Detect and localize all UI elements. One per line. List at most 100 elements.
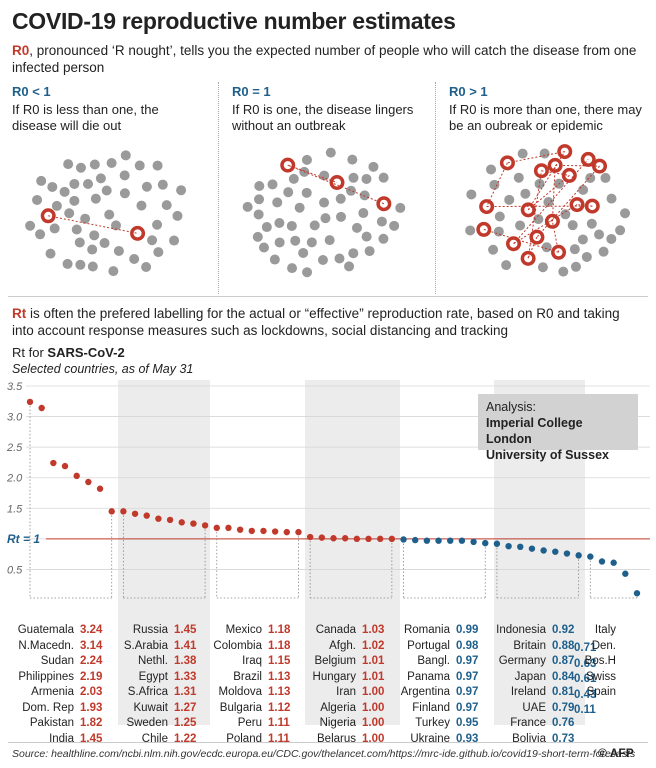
person-icon xyxy=(567,220,578,231)
rt-point xyxy=(587,553,594,560)
table-row: Dom. Rep 1.93 xyxy=(2,698,116,716)
rt-point xyxy=(248,527,255,535)
country-name: Hungary xyxy=(312,670,356,683)
person-icon xyxy=(301,187,312,198)
cluster-die-out xyxy=(25,150,187,277)
person-icon xyxy=(378,233,389,244)
person-icon xyxy=(141,262,152,273)
rt-value: 1.41 xyxy=(174,639,197,652)
table-row: Chile 1.22 xyxy=(96,729,210,747)
person-icon xyxy=(585,173,596,184)
rt-value: 0.87 xyxy=(552,655,575,667)
chart-subtitle: Selected countries, as of May 31 xyxy=(12,362,194,376)
r0-intro-text: , pronounced ‘R nought’, tells you the e… xyxy=(12,43,637,75)
person-icon xyxy=(59,186,70,197)
country-name: Iraq xyxy=(242,655,262,667)
table-row: Sweden 1.25 xyxy=(96,713,210,731)
person-icon xyxy=(615,225,626,236)
country-name: Bangl. xyxy=(417,655,450,667)
cluster-linger xyxy=(242,147,406,278)
rt-point xyxy=(131,510,139,517)
transmission-line xyxy=(507,151,565,164)
rt-point xyxy=(120,508,127,515)
rt-value: 0.73 xyxy=(552,732,575,745)
rt-point xyxy=(341,535,349,542)
person-icon xyxy=(361,231,372,242)
person-icon xyxy=(344,261,355,272)
country-name: Swiss xyxy=(585,670,616,683)
person-icon xyxy=(319,170,330,181)
rt-value: 1.13 xyxy=(268,686,291,698)
person-icon xyxy=(389,220,400,231)
rt-value: 1.82 xyxy=(80,717,103,729)
transmission-line xyxy=(287,164,385,205)
rt-value: 0.11 xyxy=(574,704,596,716)
person-icon xyxy=(141,181,152,192)
country-name: France xyxy=(510,717,546,729)
person-icon xyxy=(75,162,86,173)
rt-value: 1.27 xyxy=(174,701,197,714)
infected-core-icon xyxy=(379,199,388,208)
person-icon xyxy=(106,157,117,168)
rt-point xyxy=(528,545,536,552)
table-row: Sudan 2.24 xyxy=(2,651,116,669)
rt-value: 2.24 xyxy=(80,655,103,667)
person-icon xyxy=(119,188,130,199)
person-icon xyxy=(558,266,569,277)
country-name: Italy xyxy=(594,624,616,636)
rt-value: 1.25 xyxy=(174,717,197,729)
person-icon xyxy=(113,245,124,256)
country-name: N.Macedn. xyxy=(18,639,74,652)
table-row: Afgh. 1.02 xyxy=(284,636,398,654)
table-row: Moldova 1.13 xyxy=(190,682,304,700)
table-row: Bulgaria 1.12 xyxy=(190,698,304,716)
person-icon xyxy=(287,263,298,274)
country-name: Nethl. xyxy=(137,655,168,667)
person-icon xyxy=(254,181,265,192)
footer-divider xyxy=(8,742,648,743)
person-icon xyxy=(594,229,605,240)
person-icon xyxy=(51,200,62,211)
rt-point xyxy=(61,462,69,470)
person-icon xyxy=(32,194,43,205)
rt-value: 0.76 xyxy=(552,717,575,729)
rt-value: 0.63 xyxy=(574,657,597,670)
person-icon xyxy=(598,246,609,257)
person-icon xyxy=(274,218,285,229)
rt-value: 0.97 xyxy=(456,686,479,698)
person-icon xyxy=(258,242,269,253)
rt-point xyxy=(610,559,617,566)
person-icon xyxy=(129,254,140,265)
person-icon xyxy=(80,213,91,224)
person-icon xyxy=(302,267,313,278)
rt-point xyxy=(318,534,326,541)
table-row: Romania 0.99 xyxy=(378,620,492,638)
rt-point xyxy=(633,590,641,597)
person-icon xyxy=(267,179,278,190)
rt-point xyxy=(143,512,150,519)
country-name: Armenia xyxy=(31,686,74,698)
rt-point xyxy=(447,537,454,544)
person-icon xyxy=(157,179,168,190)
rt-point xyxy=(540,547,547,554)
analysis-source-2: University of Sussex xyxy=(486,448,609,462)
table-row: Germany 0.87 xyxy=(474,651,588,669)
country-name: Bolivia xyxy=(512,732,546,745)
table-row: Kuwait 1.27 xyxy=(96,698,210,716)
person-icon xyxy=(368,161,379,172)
y-tick-label: Rt = 1 xyxy=(7,532,40,546)
page-title: COVID-19 reproductive number estimates xyxy=(12,8,456,34)
table-row: Russia 1.45 xyxy=(96,620,210,638)
rt-point xyxy=(505,542,512,550)
country-name: Mexico xyxy=(225,624,262,636)
table-row: Canada 1.03 xyxy=(284,620,398,638)
analysis-label: Analysis: xyxy=(486,400,537,414)
rt-value: 0.98 xyxy=(456,639,479,652)
country-name: Ireland xyxy=(510,686,546,698)
table-row: Ireland 0.81 xyxy=(474,682,588,700)
rt-value: 1.12 xyxy=(268,701,291,714)
source-note: Source: healthline.com/ncbi.nlm.nih.gov/… xyxy=(12,748,636,760)
scenario-text: If R0 is more than one, there may be an … xyxy=(449,102,642,133)
person-icon xyxy=(533,214,544,225)
person-icon xyxy=(288,173,299,184)
